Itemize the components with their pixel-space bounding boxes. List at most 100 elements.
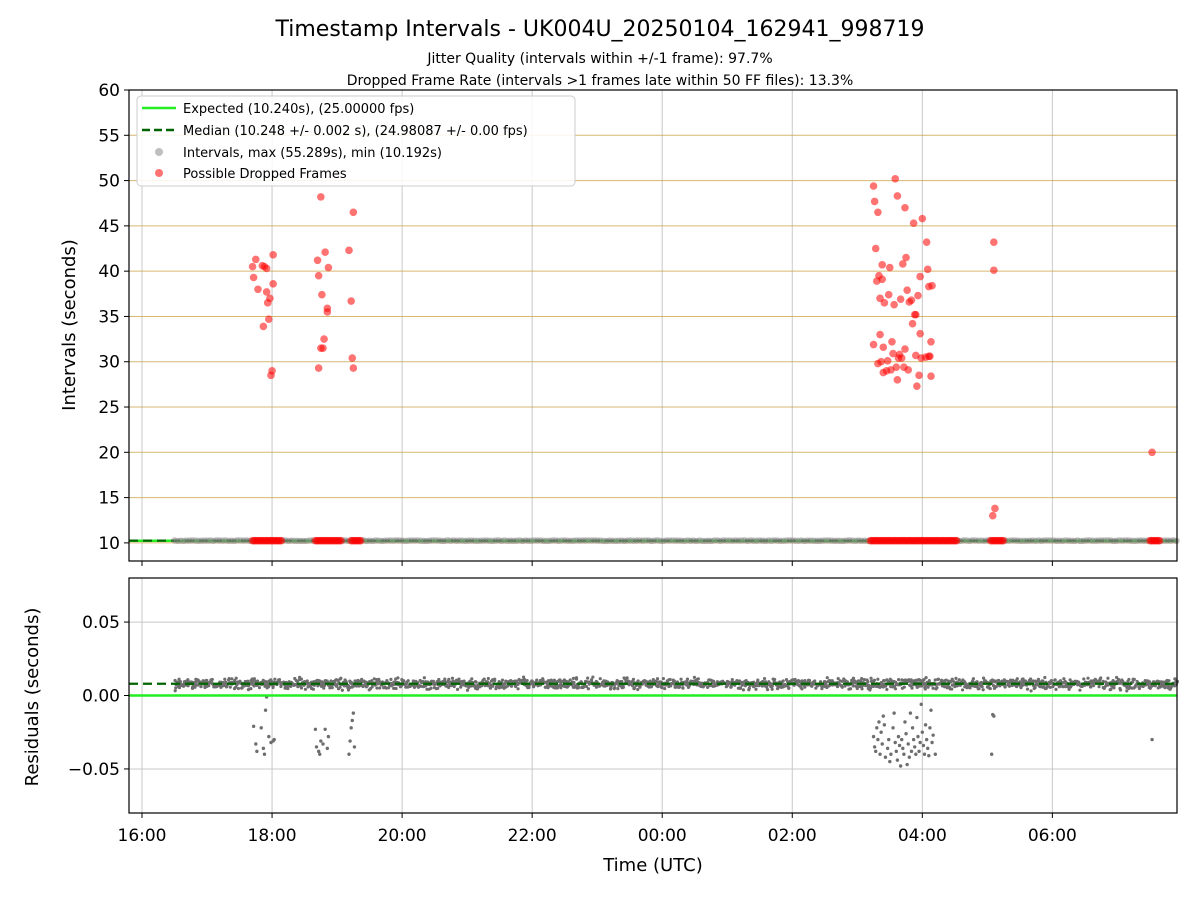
residual-point [1015,677,1019,681]
legend-median-label: Median (10.248 +/- 0.002 s), (24.98087 +… [183,124,528,139]
residual-point [862,678,866,682]
residual-point [450,676,455,680]
residual-point [977,687,981,691]
residual-point [924,675,928,680]
residual-point [882,679,886,683]
dropped-frame-point [1148,448,1156,457]
residual-point [881,714,885,718]
intervals-y-tick-label: 30 [98,353,120,373]
residual-point [480,684,484,688]
residual-point [576,686,580,690]
residual-point [872,678,877,682]
residual-point [243,679,247,684]
residual-point [988,686,992,691]
residual-point [902,685,906,689]
residual-point [431,679,435,683]
residual-point [299,686,304,690]
residual-point [672,679,676,683]
residual-point [344,680,348,684]
residual-point [931,686,935,690]
residual-point [875,726,879,730]
residual-point [992,714,996,718]
residual-point [914,752,918,756]
residual-point [879,730,883,734]
residual-point [429,686,433,690]
residual-point [939,678,944,682]
residual-point [825,676,829,680]
residuals-y-tick-label: 0.00 [82,687,120,707]
residual-point [586,676,590,680]
residual-point [1029,677,1033,681]
dropped-frame-point [268,366,276,375]
residual-point [261,746,266,751]
dropped-frame-point [916,329,924,338]
residual-point [482,677,486,681]
intervals-y-ticks: 10 15 20 25 30 35 40 45 50 55 60 [98,81,129,554]
residual-point [329,679,333,683]
residual-point [433,682,438,686]
residual-point [929,708,933,712]
intervals-y-axis-label: Intervals (seconds) [59,239,80,411]
residual-point [803,678,807,683]
residual-point [251,724,256,729]
residual-point [257,686,262,690]
residual-point [1089,685,1093,689]
residual-point [765,685,769,689]
residual-point [765,688,770,692]
dropped-frame-point [879,343,888,352]
dropped-frame-point [318,290,326,299]
residuals-y-axis-label: Residuals (seconds) [22,608,43,787]
residual-point [174,686,178,690]
residual-point [1053,678,1057,682]
residual-point [896,734,901,739]
residual-point [761,679,765,684]
residual-point [911,737,916,742]
intervals-y-tick-label: 50 [98,172,120,192]
residual-point [613,686,617,690]
residual-point [262,752,267,756]
legend-dropped-label: Possible Dropped Frames [183,167,347,182]
residual-point [394,686,398,691]
residual-point [493,679,497,683]
dropped-frame-point [321,248,329,256]
residual-point [1153,684,1157,688]
dropped-frame-point [266,294,274,303]
residual-point [878,752,882,756]
dropped-frame-point [254,285,262,294]
figure-subtitle-dropped: Dropped Frame Rate (intervals >1 frames … [347,73,854,89]
residual-point [928,726,932,730]
residual-point [770,687,774,691]
legend-expected-label: Expected (10.240s), (25.00000 fps) [183,102,414,117]
residual-point [1167,679,1171,683]
residual-point [330,686,334,690]
intervals-y-tick-label: 35 [98,307,120,327]
dropped-frame-point [876,330,884,339]
residual-point [1011,678,1015,682]
residual-point [692,675,697,679]
residual-point [277,678,282,682]
dropped-frame-point [869,340,878,349]
residual-point [867,683,871,688]
residual-point [835,684,840,689]
residual-point [299,677,304,681]
residual-point [385,678,389,683]
residual-point [909,749,914,754]
dropped-frame-point [912,310,920,319]
residual-point [905,762,909,767]
residual-point [240,686,244,690]
residual-point [651,677,655,682]
residual-point [913,745,917,749]
residual-point [957,678,961,682]
residual-point [321,742,325,746]
residual-point [891,726,895,730]
residual-point [355,684,359,688]
residual-point [574,676,579,680]
residual-point [632,686,637,690]
residual-point [960,688,965,692]
residual-point [906,742,910,746]
residual-point [242,684,246,688]
residual-point [351,711,356,715]
intervals-y-tick-label: 10 [98,534,120,554]
residual-point [259,726,263,730]
intervals-y-tick-label: 15 [98,489,120,509]
